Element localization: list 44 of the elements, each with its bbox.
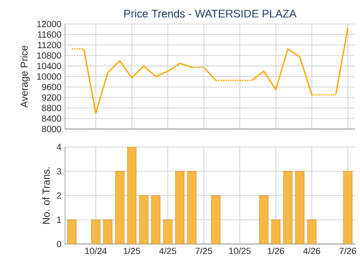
x-tick-label: 10/25 <box>229 248 251 254</box>
bar <box>187 171 196 244</box>
x-tick-label: 4/25 <box>159 248 176 254</box>
x-tick-label: 1/26 <box>268 248 284 254</box>
bar <box>139 195 148 244</box>
bar <box>211 195 220 244</box>
y-tick-label: 9600 <box>42 84 62 90</box>
x-tick-label: 10/24 <box>85 248 107 254</box>
y-tick-label: 2 <box>56 192 62 199</box>
y-tick-label: 11200 <box>38 42 62 48</box>
bar <box>163 220 172 244</box>
bar <box>283 171 292 244</box>
y-tick-label: 8800 <box>42 104 62 112</box>
bar <box>175 171 184 244</box>
x-tick-label: 7/25 <box>196 248 212 254</box>
y-tick-label: 12000 <box>37 20 62 28</box>
bar <box>151 195 160 244</box>
bar <box>115 171 124 244</box>
y-tick-label: 1 <box>57 216 62 223</box>
y-tick-label: 11600 <box>38 31 62 38</box>
y-axis-title: Average Price <box>20 46 30 108</box>
bar <box>103 220 112 244</box>
bar <box>259 195 268 244</box>
x-tick-label: 4/26 <box>303 248 320 254</box>
y-tick-label: 10400 <box>37 62 62 70</box>
bar <box>91 220 100 244</box>
bar <box>271 220 280 244</box>
y-tick-label: 4 <box>56 144 62 150</box>
y-tick-label: 10800 <box>37 52 62 59</box>
y-tick-label: 8400 <box>42 115 62 122</box>
x-tick-label: 1/25 <box>124 248 140 254</box>
y-axis-title: No. of Trans. <box>42 167 50 224</box>
bar <box>295 171 304 244</box>
bar <box>343 171 352 244</box>
bar <box>67 220 76 244</box>
x-tick-label: 7/26 <box>340 248 356 254</box>
y-tick-label: 0 <box>56 240 62 248</box>
y-tick-label: 10000 <box>37 73 62 80</box>
y-tick-label: 8000 <box>42 126 62 132</box>
y-tick-label: 9200 <box>42 94 62 101</box>
bar <box>127 147 136 244</box>
y-tick-label: 3 <box>56 168 62 174</box>
chart-title: Price Trends - WATERSIDE PLAZA <box>124 9 297 18</box>
bar <box>307 220 316 244</box>
